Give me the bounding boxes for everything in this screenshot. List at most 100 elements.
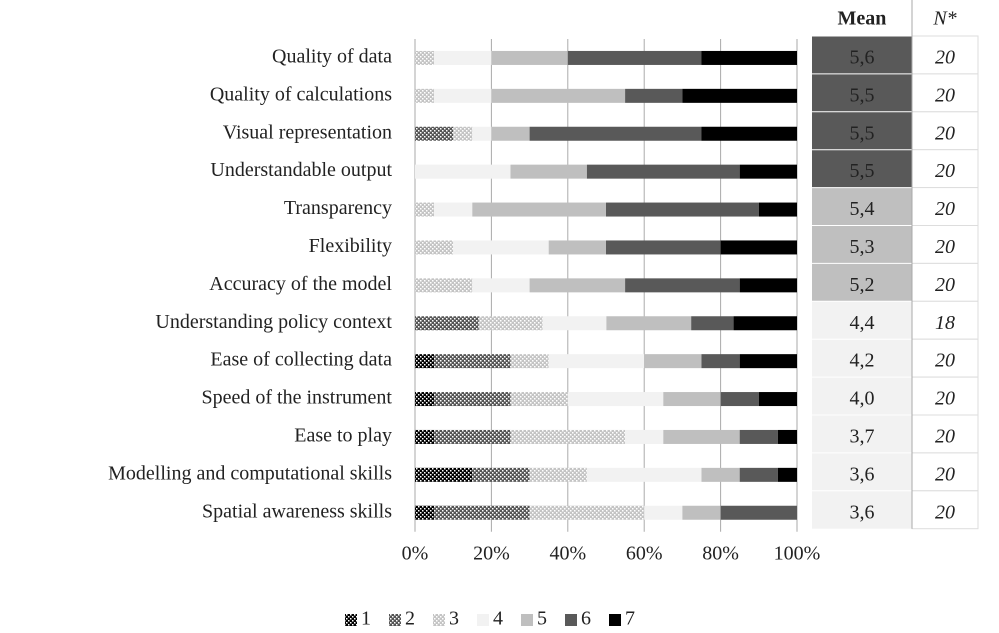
table-cell (812, 452, 912, 491)
legend-label: 4 (493, 608, 503, 630)
bar-segment (777, 467, 797, 482)
bar-segment (644, 354, 702, 369)
legend-label: 3 (449, 608, 459, 630)
category-label: Ease of collecting data (210, 349, 392, 371)
table-cell (812, 36, 912, 74)
bar-segment (415, 392, 435, 407)
table-header: N* (932, 8, 956, 30)
x-tick-label: 40% (549, 542, 586, 564)
bar-segment (625, 278, 740, 293)
bar-segment (663, 392, 721, 407)
x-tick-label: 20% (473, 542, 510, 564)
bar-segment (510, 392, 568, 407)
category-label: Ease to play (294, 425, 392, 447)
legend-label: 5 (537, 608, 547, 630)
bar-segment (586, 467, 702, 482)
bar-segment (434, 429, 511, 444)
category-label: Understandable output (210, 159, 392, 181)
table-value: 18 (935, 312, 955, 334)
table-cell (812, 73, 912, 112)
bar-segment (510, 354, 549, 369)
bar-segment (682, 88, 797, 103)
bar-segment (491, 50, 568, 65)
category-label: Accuracy of the model (209, 273, 392, 295)
bar-segment (720, 505, 797, 520)
legend-swatch (345, 614, 357, 626)
table-header: Mean (838, 8, 887, 30)
table-value: 20 (935, 426, 955, 448)
category-label: Flexibility (309, 235, 392, 257)
bar-segment (548, 354, 645, 369)
bar-segment (434, 202, 473, 217)
bar-segment (606, 240, 721, 255)
bar-segment (701, 354, 740, 369)
bar-segment (491, 126, 530, 141)
table-value: 20 (935, 463, 955, 485)
bar-segment (720, 240, 797, 255)
x-tick-label: 80% (702, 542, 739, 564)
bar-segment (434, 50, 492, 65)
bar-segment (453, 240, 549, 255)
bar-segment (415, 354, 435, 369)
bar-segment (415, 50, 435, 65)
category-label: Quality of data (272, 46, 392, 68)
legend-label: 2 (405, 608, 415, 630)
bar-segment (644, 505, 683, 520)
bar-segment (739, 429, 778, 444)
table-cell (812, 301, 912, 340)
table-cell (812, 111, 912, 150)
bar-segment (453, 126, 473, 141)
bar-segment (682, 505, 721, 520)
bar-segment (415, 316, 479, 331)
table-value: 3,7 (850, 426, 875, 448)
table-cell (911, 149, 979, 189)
bar-segment (472, 202, 606, 217)
category-label: Transparency (284, 197, 392, 219)
table-cell (812, 490, 912, 529)
legend-label: 1 (361, 608, 371, 630)
legend-label: 6 (581, 608, 591, 630)
table-value: 4,0 (850, 388, 875, 410)
table-value: 20 (935, 350, 955, 372)
table-cell (911, 225, 979, 264)
table-value: 5,2 (850, 274, 875, 296)
bar-segment (491, 88, 626, 103)
table-value: 5,5 (850, 84, 875, 106)
table-value: 5,5 (850, 122, 875, 144)
table-value: 5,5 (850, 160, 875, 182)
category-label: Quality of calculations (210, 83, 392, 105)
bar-segment (434, 505, 530, 520)
bar-segment (739, 164, 797, 179)
table-cell (911, 452, 979, 492)
table-cell (911, 338, 979, 378)
table-value: 4,2 (850, 350, 875, 372)
legend-swatch (477, 614, 489, 626)
table-value: 20 (935, 388, 955, 410)
bar-segment (472, 278, 530, 293)
bar-segment (567, 392, 664, 407)
table-cell (911, 187, 979, 227)
bar-segment (548, 240, 606, 255)
bar-segment (415, 505, 435, 520)
x-tick-label: 0% (402, 542, 429, 564)
bar-segment (625, 429, 664, 444)
table-cell (812, 377, 912, 415)
table-value: 4,4 (850, 312, 875, 334)
bar-segment (606, 316, 692, 331)
category-label: Speed of the instrument (201, 387, 392, 409)
bar-segment (739, 354, 797, 369)
table-value: 5,6 (850, 47, 875, 69)
bar-segment (472, 126, 492, 141)
table-value: 20 (935, 160, 955, 182)
bar-segment (625, 88, 683, 103)
bar-segment (567, 50, 702, 65)
table-cell (812, 225, 912, 264)
legend-label: 7 (625, 608, 635, 630)
bar-segment (586, 164, 740, 179)
bar-segment (606, 202, 759, 217)
table-cell (812, 149, 912, 188)
x-tick-label: 60% (626, 542, 663, 564)
table-cell (911, 376, 979, 416)
table-value: 20 (935, 501, 955, 523)
